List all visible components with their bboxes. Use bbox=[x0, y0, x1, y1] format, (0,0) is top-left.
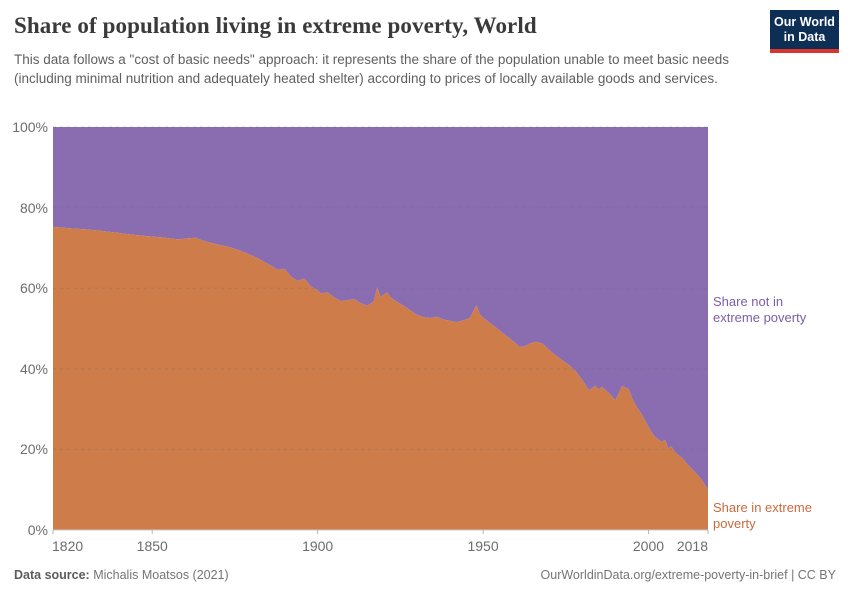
area-in-poverty bbox=[53, 226, 708, 530]
x-tick-label: 2018 bbox=[676, 538, 708, 554]
owid-logo: Our World in Data bbox=[770, 10, 839, 53]
x-tick-label: 1850 bbox=[136, 538, 168, 554]
logo-line-2: in Data bbox=[783, 30, 826, 44]
x-tick-label: 1900 bbox=[302, 538, 334, 554]
series-label-not-in-poverty: Share not in extreme poverty bbox=[713, 294, 807, 325]
logo-line-1: Our World bbox=[774, 15, 835, 29]
y-tick-label: 60% bbox=[19, 280, 48, 297]
chart-subtitle: This data follows a "cost of basic needs… bbox=[14, 52, 730, 86]
chart-footer: Data source: Michalis Moatsos (2021) Our… bbox=[0, 566, 850, 590]
stacked-area-plot[interactable] bbox=[52, 126, 709, 534]
y-tick-label: 100% bbox=[12, 119, 48, 135]
data-source-value: Michalis Moatsos (2021) bbox=[89, 568, 229, 582]
y-tick-label: 80% bbox=[19, 199, 48, 216]
y-tick-label: 0% bbox=[27, 522, 48, 538]
series-label-in-poverty: Share in extreme poverty bbox=[713, 500, 812, 531]
y-tick-label: 20% bbox=[19, 441, 48, 458]
page-title: Share of population living in extreme po… bbox=[14, 13, 537, 38]
y-tick-label: 40% bbox=[19, 360, 48, 377]
data-source: Data source: Michalis Moatsos (2021) bbox=[14, 568, 229, 582]
data-source-label: Data source: bbox=[14, 568, 90, 582]
x-tick-label: 1820 bbox=[52, 538, 84, 554]
area-not-in-poverty bbox=[53, 127, 708, 490]
x-tick-label: 2000 bbox=[632, 538, 665, 554]
x-tick-label: 1950 bbox=[467, 538, 499, 554]
license-credit: OurWorldinData.org/extreme-poverty-in-br… bbox=[540, 568, 836, 582]
chart-area: 0% 20% 40% 60% 80% 100% 1820 1850 1900 1950 2000 2… bbox=[0, 115, 850, 560]
